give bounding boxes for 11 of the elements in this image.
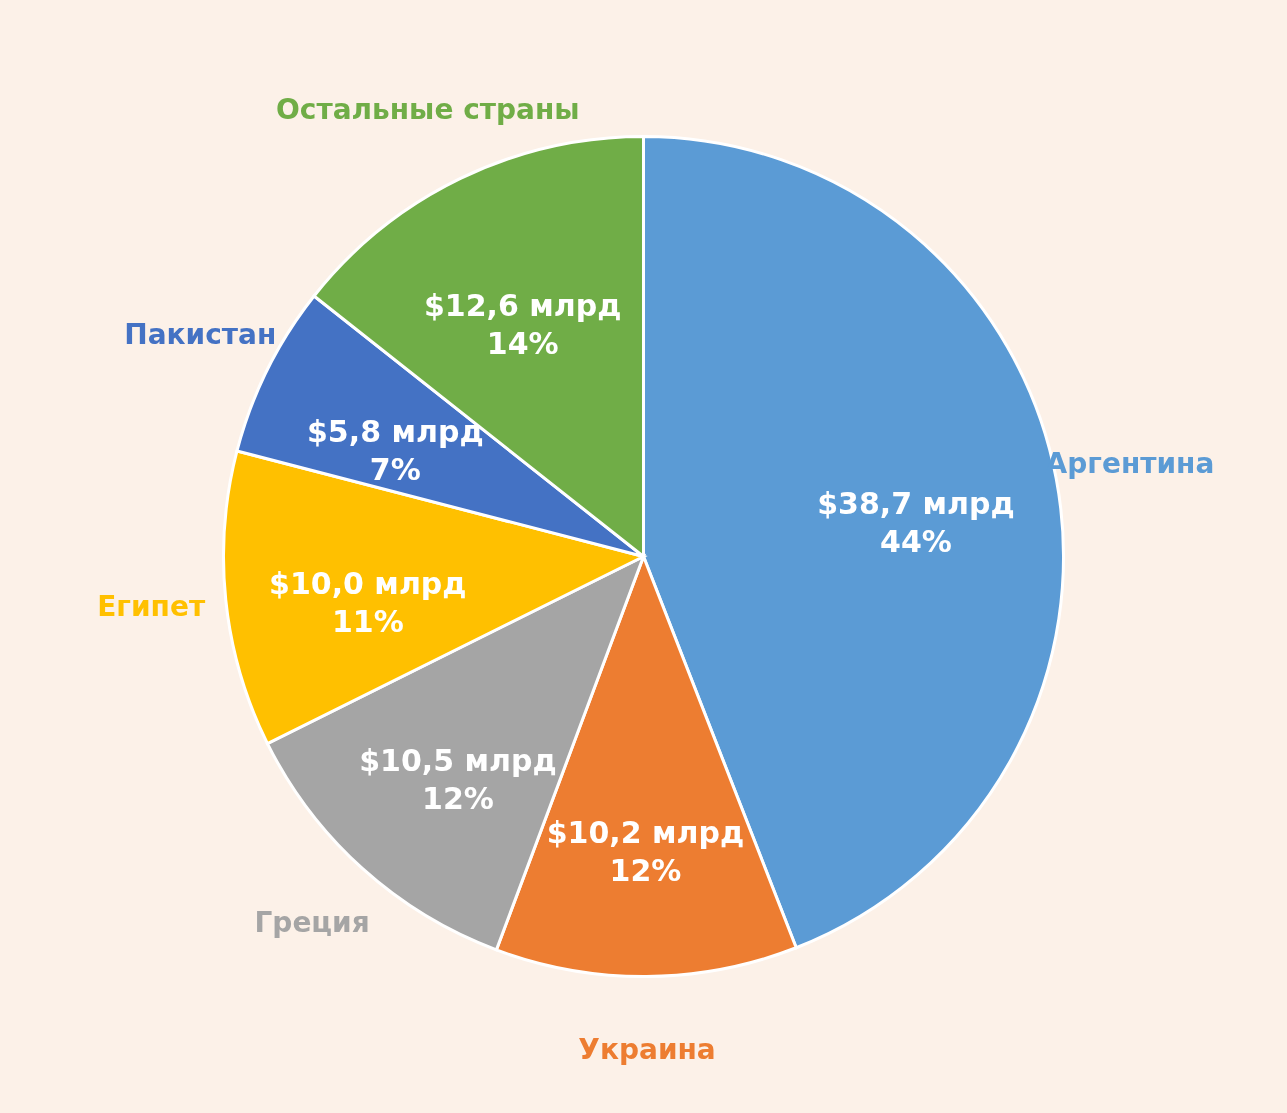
slice-label: Украина xyxy=(578,1033,716,1067)
slice-label: Остальные страны xyxy=(276,92,580,126)
data-label: $10,0 млрд 11% xyxy=(269,566,467,640)
data-label: $5,8 млрд 7% xyxy=(306,414,484,488)
data-label: $10,2 млрд 12% xyxy=(546,814,745,888)
data-label: $38,7 млрд 44% xyxy=(817,486,1015,560)
slice-label: Египет xyxy=(97,589,206,623)
slice-label: Пакистан xyxy=(124,318,277,352)
data-label: $10,5 млрд 12% xyxy=(359,743,557,817)
slice-label: Греция xyxy=(254,906,370,940)
data-label: $12,6 млрд 14% xyxy=(423,288,622,361)
